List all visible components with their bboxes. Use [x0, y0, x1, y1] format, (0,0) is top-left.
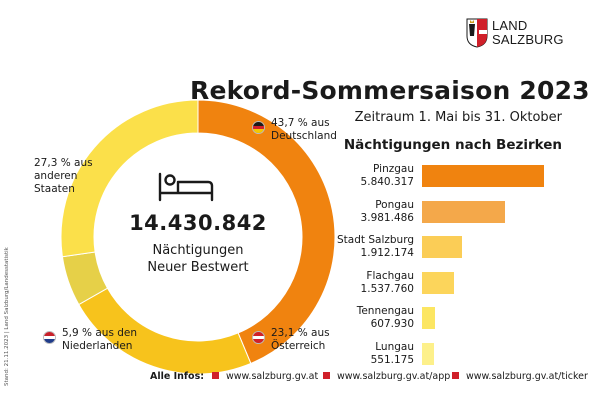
bar-value-label: 1.537.760 [360, 282, 414, 295]
bar-pongau [422, 200, 506, 223]
slice-label-germany: 43,7 % aus Deutschland [271, 117, 337, 143]
bar-value-label: 1.912.174 [360, 247, 414, 259]
bar-label: Flachgau 1.537.760 [294, 270, 414, 296]
slice-label-austria: 23,1 % aus Österreich [271, 327, 330, 353]
logo-line-2: SALZBURG [492, 32, 564, 47]
bar-value-label: 5.840.317 [360, 176, 414, 188]
land-salzburg-logo: LAND SALZBURG [466, 18, 576, 48]
bar-category-label: Stadt Salzburg [337, 234, 414, 246]
page-title: Rekord-Sommersaison 2023 [190, 76, 590, 105]
total-overnight-stays: 14.430.842 [129, 211, 267, 235]
bar-category-label: Lungau [375, 340, 414, 353]
germany-flag-icon [252, 121, 265, 134]
bar-category-label: Pinzgau [373, 163, 414, 175]
bar-tennengau [422, 307, 435, 329]
slice-label-other-line-2: anderen [34, 170, 78, 182]
bar-chart-title: Nächtigungen nach Bezirken [343, 137, 562, 153]
bar-value-label: 3.981.486 [360, 211, 414, 224]
bar-category-label: Flachgau [366, 269, 414, 282]
donut-slice-germany [197, 99, 336, 365]
slice-label-other-line-1: 27,3 % aus [34, 157, 93, 169]
netherlands-flag-icon [43, 331, 56, 344]
center-label-line-1: Nächtigungen [152, 243, 244, 258]
bar-category-label: Pongau [375, 198, 414, 211]
bar-label: Lungau 551.175 [294, 341, 414, 367]
bar-pinzgau [422, 165, 544, 187]
footer-link-website[interactable]: www.salzburg.gv.at [212, 371, 318, 382]
source-note: Stand: 21.11.2023 | Land Salzburg/Landes… [4, 247, 10, 386]
bar-label: Pongau 3.981.486 [294, 199, 414, 225]
footer-link-app-text[interactable]: www.salzburg.gv.at/app [337, 371, 451, 382]
bullet-square-icon [452, 372, 459, 379]
footer-label: Alle Infos: [150, 371, 205, 382]
footer-link-ticker-text[interactable]: www.salzburg.gv.at/ticker [466, 371, 588, 382]
center-label-line-2: Neuer Bestwert [147, 260, 249, 275]
slice-label-austria-line-2: Österreich [271, 340, 326, 352]
bar-lungau [422, 342, 434, 365]
bed-icon [158, 172, 214, 202]
bar-value-label: 607.930 [370, 318, 414, 330]
bar-label: Pinzgau 5.840.317 [294, 163, 414, 189]
footer-link-app[interactable]: www.salzburg.gv.at/app [323, 371, 450, 382]
coat-of-arms-icon [466, 18, 488, 48]
period-subtitle: Zeitraum 1. Mai bis 31. Oktober [354, 110, 562, 125]
bar-stadt-salzburg [422, 236, 462, 258]
slice-label-other-line-3: Staaten [34, 183, 75, 195]
donut-slice-other [60, 99, 199, 258]
bullet-square-icon [212, 372, 219, 379]
slice-label-germany-line-2: Deutschland [271, 130, 337, 142]
bar-label: Tennengau 607.930 [294, 305, 414, 331]
bar-flachgau [422, 271, 455, 294]
bar-value-label: 551.175 [370, 353, 414, 366]
footer-link-website-text[interactable]: www.salzburg.gv.at [226, 371, 319, 382]
footer-link-ticker[interactable]: www.salzburg.gv.at/ticker [452, 371, 588, 382]
bar-category-label: Tennengau [356, 305, 414, 317]
bar-label: Stadt Salzburg 1.912.174 [294, 234, 414, 260]
slice-label-austria-line-1: 23,1 % aus [271, 327, 330, 339]
slice-label-germany-line-1: 43,7 % aus [271, 117, 330, 129]
slice-label-netherlands: 5,9 % aus den Niederlanden [62, 327, 137, 353]
bullet-square-icon [323, 372, 330, 379]
slice-label-netherlands-line-2: Niederlanden [62, 340, 133, 352]
logo-line-1: LAND [492, 18, 528, 33]
slice-label-netherlands-line-1: 5,9 % aus den [62, 327, 138, 339]
slice-label-other-countries: 27,3 % aus anderen Staaten [34, 157, 114, 196]
austria-flag-icon [252, 331, 265, 344]
